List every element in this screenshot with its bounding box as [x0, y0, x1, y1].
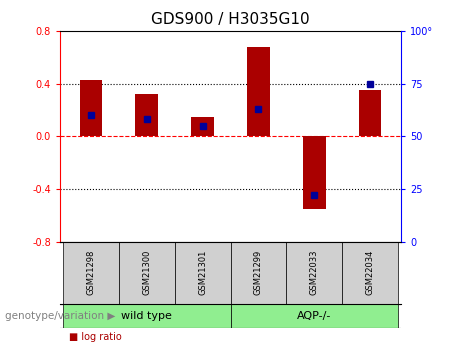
Text: GSM22034: GSM22034	[366, 250, 375, 295]
Bar	[63, 304, 230, 328]
Text: ■ log ratio: ■ log ratio	[69, 332, 122, 342]
Bar	[286, 241, 343, 304]
Bar	[230, 304, 398, 328]
Bar	[247, 47, 270, 136]
Title: GDS900 / H3035G10: GDS900 / H3035G10	[151, 12, 310, 27]
Bar	[343, 241, 398, 304]
Bar	[175, 241, 230, 304]
Text: GSM21300: GSM21300	[142, 250, 151, 295]
Text: genotype/variation ▶: genotype/variation ▶	[5, 311, 115, 321]
Text: GSM21298: GSM21298	[86, 250, 95, 295]
Text: wild type: wild type	[121, 311, 172, 321]
Bar	[230, 241, 286, 304]
Text: GSM21301: GSM21301	[198, 250, 207, 295]
Text: GSM21299: GSM21299	[254, 250, 263, 295]
Bar	[136, 94, 158, 136]
Bar	[191, 117, 214, 136]
Text: GSM22033: GSM22033	[310, 250, 319, 295]
Bar	[303, 136, 325, 209]
Bar	[359, 90, 382, 136]
Bar	[118, 241, 175, 304]
Bar	[63, 241, 118, 304]
Text: AQP-/-: AQP-/-	[297, 311, 331, 321]
Bar	[79, 80, 102, 136]
